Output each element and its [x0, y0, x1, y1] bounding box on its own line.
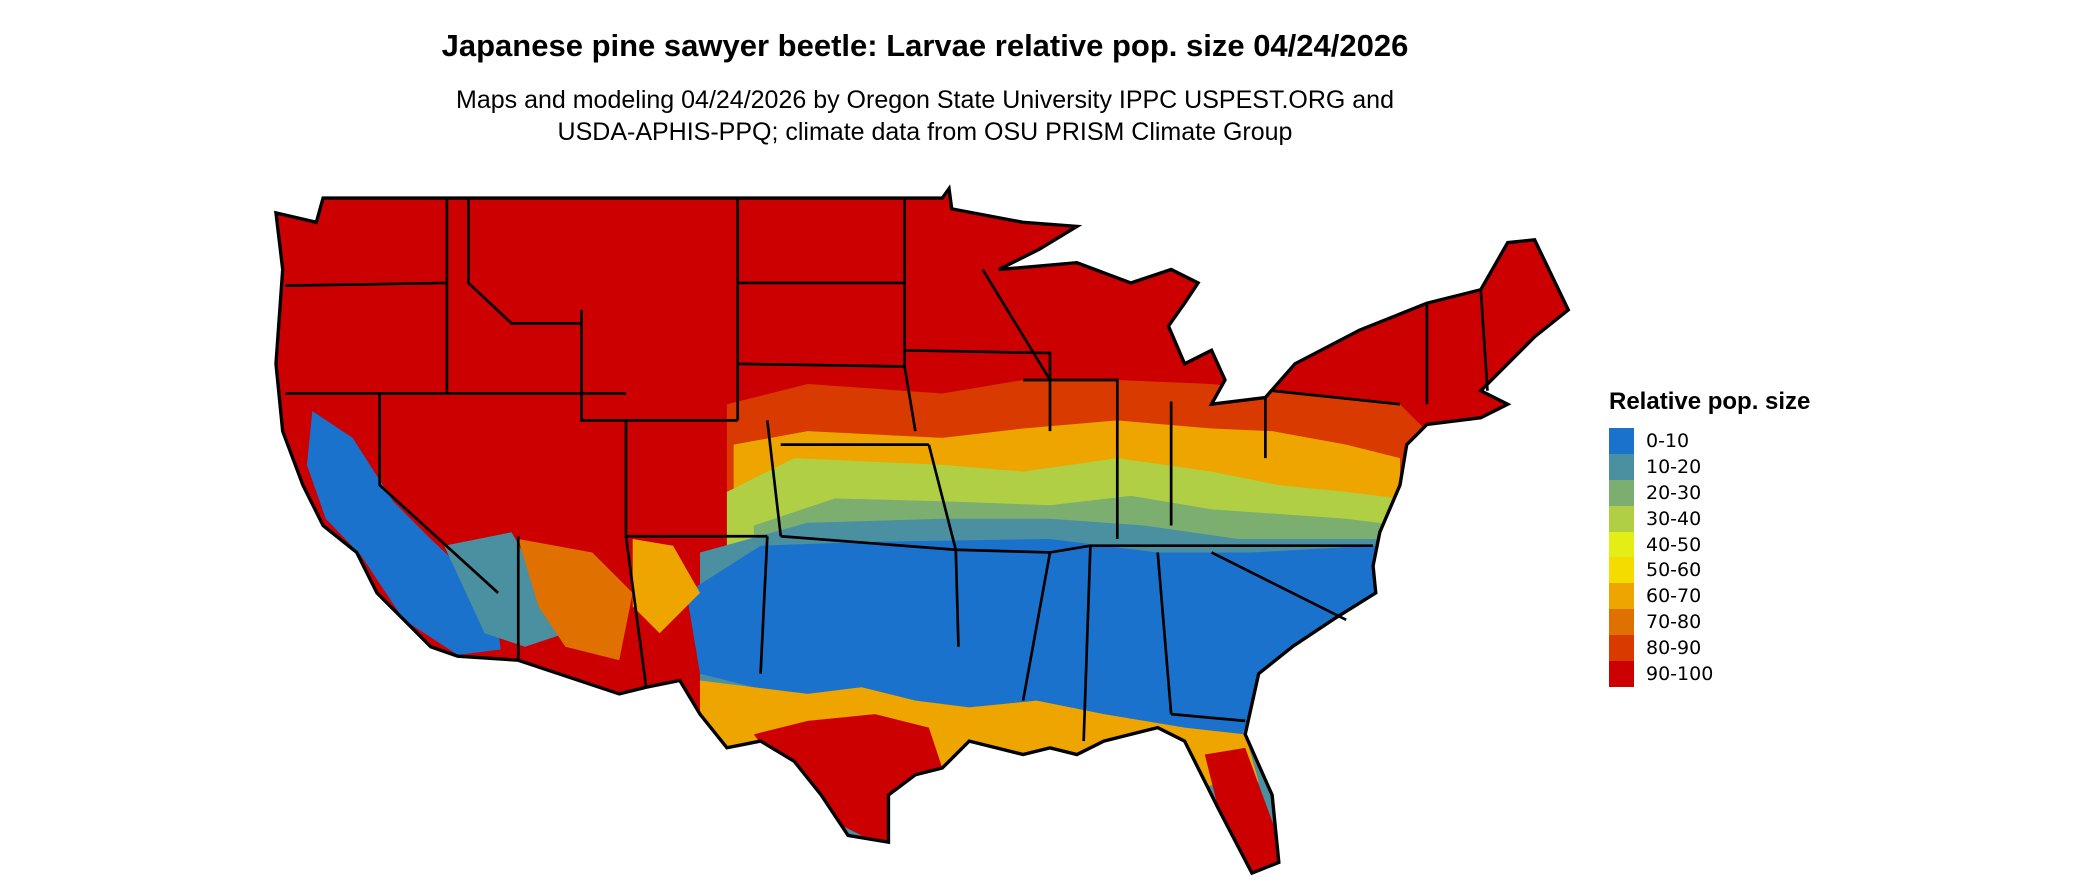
subtitle-line-2: USDA-APHIS-PPQ; climate data from OSU PR… [557, 118, 1293, 146]
legend-label: 40-50 [1646, 533, 1702, 556]
legend-item: 60-70 [1609, 583, 1810, 610]
legend-item: 30-40 [1609, 505, 1810, 532]
legend-swatch [1609, 661, 1634, 687]
legend-label: 90-100 [1646, 662, 1714, 685]
legend-swatch [1609, 479, 1634, 506]
subtitle-line-1: Maps and modeling 04/24/2026 by Oregon S… [456, 86, 1394, 114]
legend-label: 80-90 [1646, 637, 1702, 660]
legend-title: Relative pop. size [1609, 388, 1811, 415]
legend-item: 10-20 [1609, 453, 1810, 480]
legend-swatch [1609, 505, 1634, 532]
state-borders [285, 198, 1489, 742]
arizona-70-80 [518, 538, 633, 661]
legend-swatch [1609, 428, 1634, 454]
legend-label: 50-60 [1646, 559, 1702, 582]
legend-item: 90-100 [1609, 661, 1810, 687]
legend-label: 60-70 [1646, 585, 1702, 608]
south-texas-90-100 [753, 714, 943, 849]
legend-swatch [1609, 557, 1634, 584]
legend-item: 40-50 [1609, 531, 1810, 558]
legend-label: 20-30 [1646, 481, 1702, 504]
legend-label: 30-40 [1646, 507, 1702, 530]
legend-swatch [1609, 583, 1634, 610]
legend-item: 20-30 [1609, 479, 1810, 506]
legend-swatch [1609, 531, 1634, 558]
legend-swatch [1609, 453, 1634, 480]
legend-swatch [1609, 635, 1634, 662]
map-subtitle: Maps and modeling 04/24/2026 by Oregon S… [0, 84, 1850, 148]
legend-item: 0-10 [1609, 428, 1810, 454]
map-title: Japanese pine sawyer beetle: Larvae rela… [441, 28, 1409, 63]
legend-items: 0-10 10-20 20-30 30-40 40-50 50-60 60-70 70-80 8… [1609, 428, 1810, 687]
legend-swatch [1609, 609, 1634, 636]
legend: Relative pop. size 0-10 10-20 20-30 30-40 40… [1609, 388, 1810, 687]
legend-item: 80-90 [1609, 635, 1810, 662]
florida-90-100 [1204, 747, 1293, 874]
southwest-10-30 [444, 532, 566, 647]
legend-item: 70-80 [1609, 609, 1810, 636]
legend-item: 50-60 [1609, 557, 1810, 584]
legend-label: 0-10 [1646, 429, 1690, 452]
california-0-10 [306, 410, 501, 655]
legend-label: 70-80 [1646, 611, 1702, 634]
legend-label: 10-20 [1646, 455, 1702, 478]
band-0-10 [686, 538, 1400, 742]
